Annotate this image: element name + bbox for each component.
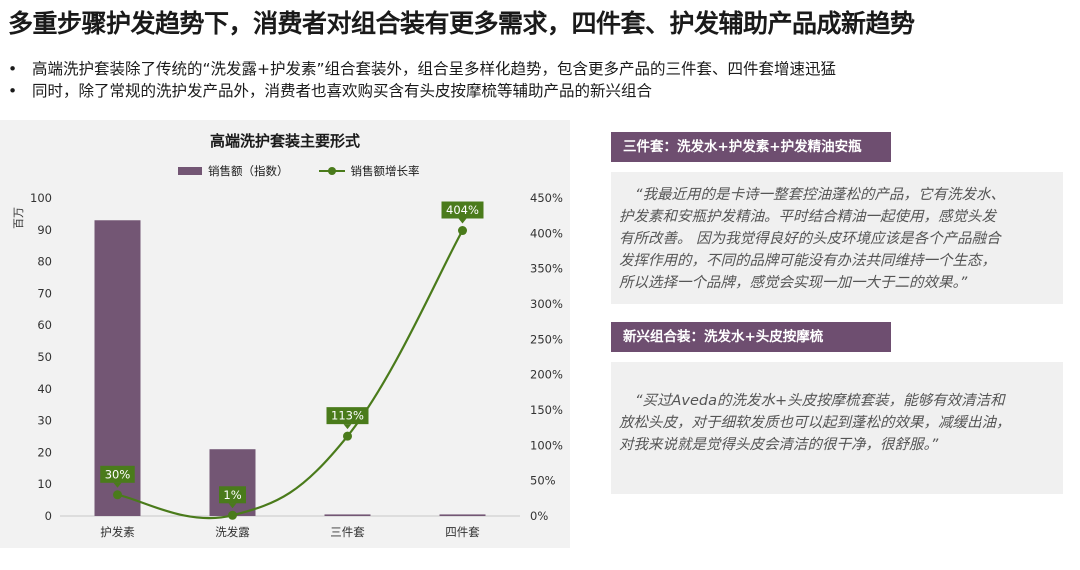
- growth-point: [458, 226, 467, 236]
- data-label: 1%: [223, 488, 241, 502]
- y-tick-label: 100: [30, 191, 52, 205]
- bullet-item: • 高端洗护套装除了传统的“洗发露+护发素”组合套装外，组合呈多样化趋势，包含更多…: [8, 58, 836, 80]
- y-tick-label: 60: [37, 318, 52, 332]
- combo-chart: 0 10 20 30 40 50 60 70 80 90 100 百万 0% 50% 100% 150% 200…: [12, 191, 563, 539]
- data-label: 404%: [446, 203, 479, 217]
- x-tick-label: 洗发露: [215, 525, 250, 539]
- data-label: 113%: [331, 409, 364, 423]
- y2-tick-label: 300%: [530, 297, 563, 311]
- data-label-box: [326, 407, 369, 425]
- legend-swatch-line: [318, 166, 345, 176]
- data-label-pointer: [228, 503, 237, 509]
- growth-point: [343, 431, 352, 441]
- y2-tick-label: 0%: [530, 509, 548, 523]
- y-tick-label: 30: [37, 414, 52, 428]
- quote-line: “买过Aveda的洗发水+头皮按摩梳套装，能够有效清洁和: [635, 393, 1005, 409]
- data-label-box: [219, 486, 246, 504]
- growth-point: [113, 490, 122, 500]
- legend-label-growth: 销售额增长率: [350, 164, 420, 178]
- chart-title: 高端洗护套装主要形式: [209, 132, 360, 150]
- y2-tick-label: 250%: [530, 332, 563, 346]
- y-tick-label: 20: [37, 445, 52, 459]
- quote-line: 护发素和安瓶护发精油。平时结合精油一起使用，感觉头发: [619, 209, 996, 225]
- quote-box-new-combo: “买过Aveda的洗发水+头皮按摩梳套装，能够有效清洁和 放松头皮，对于细软发质…: [611, 362, 1063, 494]
- data-label: 30%: [105, 467, 131, 481]
- bullet-list: • 高端洗护套装除了传统的“洗发露+护发素”组合套装外，组合呈多样化趋势，包含更多…: [8, 58, 836, 102]
- quote-line: “我最近用的是卡诗一整套控油蓬松的产品，它有洗发水、: [635, 187, 1006, 203]
- x-tick-label: 护发素: [100, 525, 135, 539]
- y-axis-title: 百万: [12, 207, 25, 229]
- growth-point: [228, 510, 237, 520]
- bullet-text: 高端洗护套装除了传统的“洗发露+护发素”组合套装外，组合呈多样化趋势，包含更多产…: [32, 60, 837, 78]
- data-label-pointer: [343, 424, 352, 430]
- y2-tick-label: 450%: [530, 191, 563, 205]
- y-tick-label: 40: [37, 382, 52, 396]
- bullet-item: • 同时，除了常规的洗护发产品外，消费者也喜欢购买含有头皮按摩梳等辅助产品的新兴组…: [8, 80, 836, 102]
- y-tick-label: 70: [37, 286, 52, 300]
- bullet-dot: •: [8, 82, 18, 100]
- page-title: 多重步骤护发趋势下，消费者对组合装有更多需求，四件套、护发辅助产品成新趋势: [8, 9, 915, 38]
- y2-tick-label: 400%: [530, 226, 563, 240]
- y2-tick-label: 150%: [530, 403, 563, 417]
- bar: [439, 514, 486, 516]
- growth-line: [117, 229, 464, 520]
- y2-tick-label: 350%: [530, 262, 563, 276]
- quote-box-three-piece: “我最近用的是卡诗一整套控油蓬松的产品，它有洗发水、 护发素和安瓶护发精油。平时…: [611, 172, 1063, 304]
- legend-swatch-bar: [178, 167, 202, 175]
- x-tick-label: 四件套: [445, 525, 480, 539]
- quote-line: 对我来说就是觉得头皮会清洁的很干净，很舒服。”: [619, 437, 939, 453]
- quote-header-new-combo: 新兴组合装：洗发水+头皮按摩梳: [611, 322, 891, 352]
- y2-tick-label: 100%: [530, 438, 563, 452]
- data-label-pointer: [458, 218, 467, 224]
- x-tick-label: 三件套: [330, 525, 365, 539]
- quote-line: 放松头皮，对于细软发质也可以起到蓬松的效果，减缓出油，: [619, 415, 1011, 431]
- y-tick-label: 10: [37, 477, 52, 491]
- quote-line: 发挥作用的，不同的品牌可能没有办法共同维持一个生态，: [619, 253, 996, 269]
- bar: [324, 514, 371, 516]
- y-tick-label: 50: [37, 350, 52, 364]
- bullet-text: 同时，除了常规的洗护发产品外，消费者也喜欢购买含有头皮按摩梳等辅助产品的新兴组合: [32, 82, 653, 100]
- y-tick-label: 90: [37, 223, 52, 237]
- data-label-pointer: [113, 482, 122, 488]
- y2-tick-label: 50%: [530, 474, 556, 488]
- chart-legend: 销售额（指数） 销售额增长率: [178, 163, 420, 179]
- y-tick-label: 0: [45, 509, 52, 523]
- data-label-box: [441, 201, 484, 219]
- quote-line: 所以选择一个品牌，感觉会实现一加一大于二的效果。”: [619, 275, 968, 291]
- quote-line: 有所改善。 因为我觉得良好的头皮环境应该是各个产品融合: [619, 231, 1001, 247]
- y2-tick-label: 200%: [530, 368, 563, 382]
- y-tick-label: 80: [37, 255, 52, 269]
- legend-label-sales: 销售额（指数）: [208, 164, 289, 178]
- data-label-box: [100, 465, 135, 483]
- quote-header-three-piece: 三件套：洗发水+护发素+护发精油安瓶: [611, 132, 891, 162]
- bullet-dot: •: [8, 60, 18, 78]
